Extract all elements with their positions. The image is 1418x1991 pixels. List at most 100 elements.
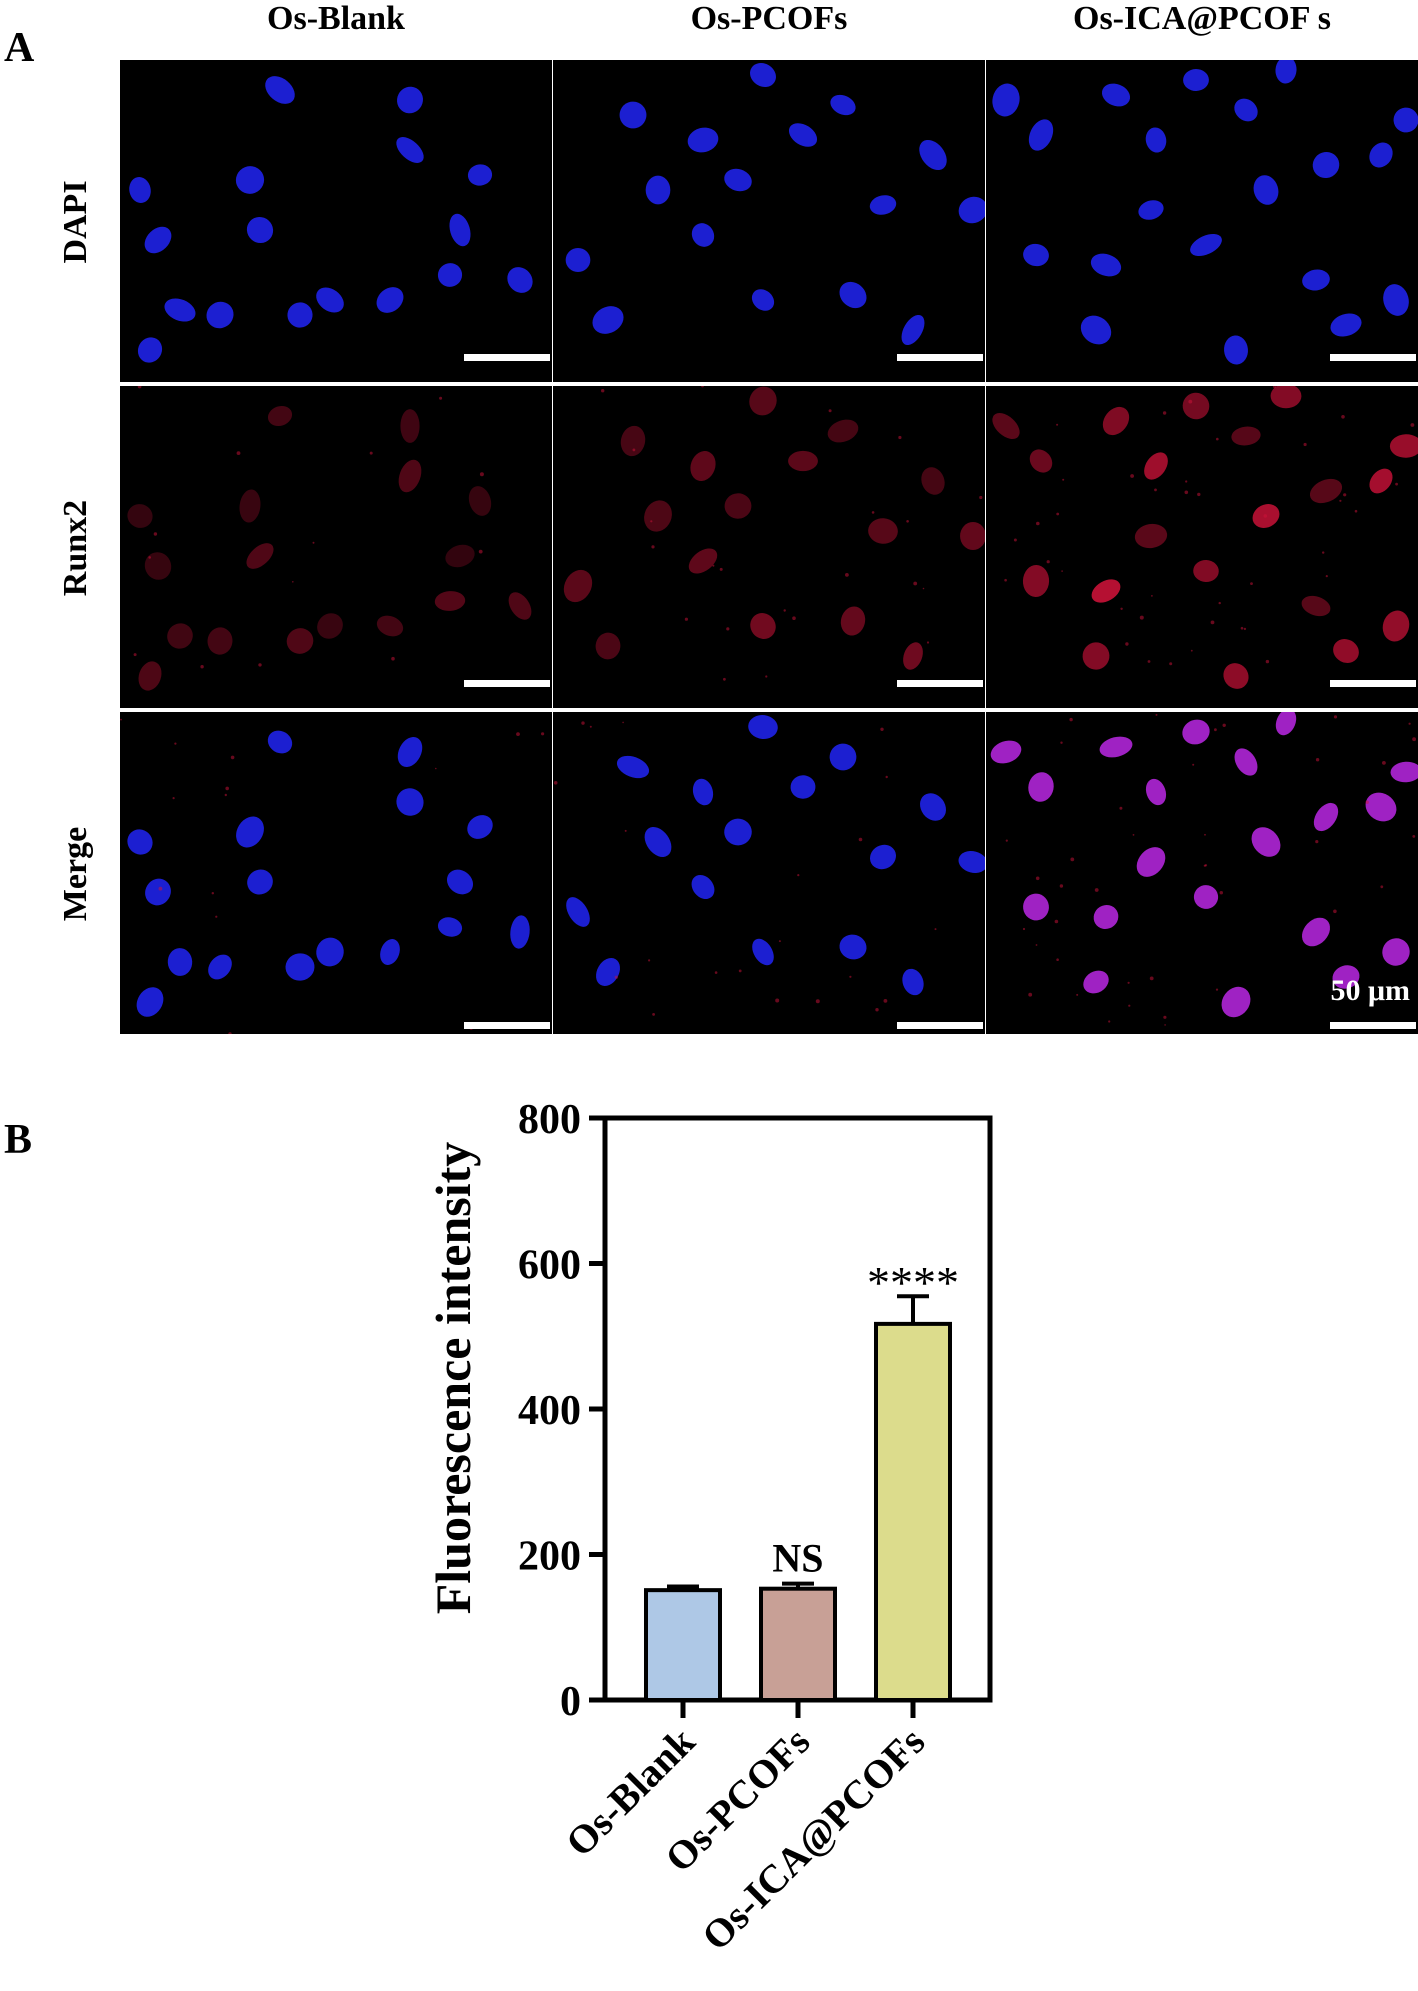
- nucleus: [1333, 639, 1359, 663]
- speckle: [1062, 478, 1065, 481]
- speckle: [1214, 728, 1217, 732]
- nucleus: [688, 548, 718, 574]
- nucleus: [1234, 98, 1258, 122]
- nucleus: [839, 934, 867, 960]
- nucleus: [445, 544, 475, 568]
- nucleus: [167, 623, 193, 649]
- nucleus: [1369, 142, 1393, 168]
- speckle: [849, 975, 852, 978]
- speckle: [1169, 662, 1173, 666]
- speckle: [120, 718, 122, 721]
- significance-label: ****: [867, 1257, 959, 1308]
- tile-merge-ica: 50 μm: [986, 712, 1418, 1034]
- speckle: [815, 999, 820, 1004]
- speckle: [1219, 891, 1223, 895]
- speckle: [435, 767, 437, 770]
- nucleus: [1253, 175, 1279, 205]
- nucleus: [1365, 792, 1397, 822]
- speckle: [1035, 944, 1038, 946]
- nucleus: [1313, 802, 1339, 832]
- nucleus: [750, 62, 776, 88]
- speckle: [1004, 578, 1007, 582]
- nucleus: [265, 76, 295, 104]
- y-tick-label: 800: [518, 1097, 581, 1143]
- nucleus: [136, 987, 164, 1017]
- nucleus: [869, 195, 897, 215]
- speckle: [1070, 857, 1075, 862]
- nucleus: [1093, 905, 1119, 929]
- speckle: [1132, 834, 1135, 836]
- nucleus: [1182, 392, 1210, 420]
- nucleus: [1023, 893, 1049, 921]
- nucleus: [687, 127, 719, 153]
- nucleus: [376, 287, 404, 313]
- speckle: [701, 386, 704, 388]
- nucleus: [724, 818, 752, 846]
- nucleus: [1389, 434, 1418, 458]
- scale-bar: [1330, 680, 1416, 687]
- speckle: [765, 675, 768, 678]
- speckle: [292, 581, 294, 583]
- nucleus: [398, 459, 422, 493]
- nucleus: [1028, 119, 1054, 151]
- speckle: [651, 545, 655, 549]
- nucleus: [246, 543, 274, 569]
- scale-bar: [464, 1022, 550, 1029]
- column-title-blank: Os-Blank: [267, 0, 405, 37]
- nucleus: [1091, 579, 1121, 603]
- nucleus: [788, 450, 818, 472]
- speckle: [1046, 560, 1050, 564]
- nucleus: [1223, 663, 1249, 689]
- tile-dapi-blank: [120, 60, 552, 382]
- speckle: [632, 448, 636, 452]
- nucleus: [1102, 406, 1130, 436]
- speckle: [1273, 386, 1276, 389]
- speckle: [479, 472, 484, 477]
- nucleus: [960, 521, 985, 551]
- nucleus: [566, 897, 590, 927]
- speckle: [1354, 509, 1358, 513]
- speckle: [1382, 761, 1386, 765]
- speckle: [1056, 423, 1059, 426]
- tile-merge-pcofs: [553, 712, 985, 1034]
- speckle: [1184, 490, 1189, 495]
- nucleus: [903, 642, 923, 670]
- speckle: [258, 663, 262, 667]
- nucleus: [921, 467, 945, 495]
- tile-runx2-ica: [986, 386, 1418, 708]
- speckle: [858, 837, 863, 842]
- nucleus: [1090, 253, 1122, 277]
- nucleus: [724, 168, 752, 192]
- speckle: [312, 541, 315, 544]
- y-tick-label: 600: [518, 1243, 581, 1289]
- nucleus: [690, 451, 716, 481]
- nucleus: [919, 139, 947, 171]
- speckle: [922, 587, 925, 590]
- speckle: [1250, 582, 1253, 585]
- speckle: [1013, 538, 1017, 542]
- speckle: [1120, 607, 1123, 610]
- nucleus: [145, 878, 171, 906]
- y-axis-label: Fluorescence intensity: [425, 1142, 481, 1615]
- nucleus: [1224, 335, 1248, 365]
- speckle: [1408, 722, 1411, 725]
- speckle: [1162, 411, 1167, 415]
- speckle: [775, 998, 780, 1003]
- nucleus: [1145, 127, 1167, 153]
- nucleus: [396, 137, 424, 163]
- speckle: [174, 742, 177, 745]
- nucleus: [645, 175, 671, 205]
- speckle: [1154, 488, 1157, 492]
- nucleus: [449, 213, 471, 247]
- nucleus: [380, 939, 400, 965]
- speckle: [1022, 927, 1026, 931]
- nucleus: [958, 196, 985, 224]
- nucleus: [724, 493, 752, 519]
- scale-bar: [1330, 1022, 1416, 1029]
- nucleus: [692, 778, 714, 806]
- scale-bar: [897, 680, 983, 687]
- nucleus: [468, 486, 492, 516]
- speckle: [926, 641, 930, 644]
- nucleus: [246, 216, 274, 244]
- nucleus: [644, 827, 672, 857]
